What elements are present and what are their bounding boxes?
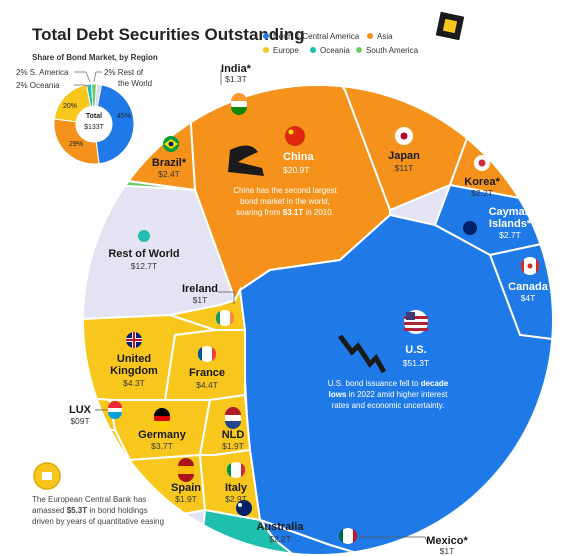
donut-label-20: 20% bbox=[63, 103, 77, 110]
lux-value: $09T bbox=[70, 416, 89, 426]
france-value: $4.4T bbox=[196, 380, 218, 390]
india-value: $1.3T bbox=[225, 74, 247, 84]
us-note-line3: rates and economic uncertainty. bbox=[332, 401, 445, 410]
voronoi-cells bbox=[83, 85, 553, 555]
lux-flag-icon bbox=[108, 401, 122, 419]
globe-icon bbox=[138, 230, 150, 242]
legend-swatch-sa bbox=[356, 47, 362, 53]
us-note-line1: U.S. bond issuance fell to decade bbox=[328, 379, 449, 388]
china-note-line1: China has the second largest bbox=[233, 186, 337, 195]
legend-na: North & Central America bbox=[273, 32, 360, 41]
australia-name: Australia bbox=[256, 521, 304, 533]
japan-name: Japan bbox=[388, 150, 420, 162]
cayman-name-line1: Cayman bbox=[489, 206, 532, 218]
donut-label-45: 45% bbox=[117, 113, 131, 120]
legend-swatch-eu bbox=[263, 47, 269, 53]
legend-asia: Asia bbox=[377, 32, 393, 41]
india-name: India* bbox=[221, 63, 252, 75]
down-arrow-icon bbox=[338, 334, 387, 374]
australia-value: $2.2T bbox=[269, 534, 291, 544]
ireland-name: Ireland bbox=[182, 283, 218, 295]
legend: North & Central America Asia Europe Ocea… bbox=[263, 32, 419, 55]
ecb-coin-icon bbox=[33, 462, 61, 490]
us-note-line2: lows in 2022 amid higher interest bbox=[329, 390, 449, 399]
mexico-name: Mexico* bbox=[426, 535, 468, 547]
donut-label-29: 29% bbox=[69, 141, 83, 148]
lux-name: LUX bbox=[69, 404, 92, 416]
korea-flag-icon bbox=[474, 155, 490, 171]
france-flag-icon bbox=[197, 346, 217, 362]
chart-title: Total Debt Securities Outstanding bbox=[32, 25, 305, 44]
brazil-value: $2.4T bbox=[158, 169, 180, 179]
cayman-name-line2: Islands* bbox=[489, 218, 532, 230]
canada-flag-icon bbox=[520, 257, 540, 275]
brazil-name: Brazil* bbox=[152, 157, 187, 169]
china-value: $20.9T bbox=[283, 165, 309, 175]
canada-value: $4T bbox=[521, 293, 536, 303]
uk-flag-icon bbox=[126, 332, 142, 348]
us-flag-icon bbox=[404, 310, 428, 334]
dragon-icon bbox=[228, 145, 264, 176]
donut-total-value: $133T bbox=[84, 124, 105, 131]
donut-hole bbox=[76, 106, 112, 142]
uk-name-line2: Kingdom bbox=[110, 365, 158, 377]
italy-flag-icon bbox=[226, 462, 246, 478]
spain-value: $1.9T bbox=[175, 494, 197, 504]
ecb-note-line3: driven by years of quantitative easing bbox=[32, 517, 164, 526]
nld-name: NLD bbox=[222, 429, 245, 441]
ireland-flag-icon bbox=[215, 310, 235, 326]
uk-value: $4.3T bbox=[123, 378, 145, 388]
legend-swatch-na bbox=[263, 33, 269, 39]
nld-value: $1.9T bbox=[222, 441, 244, 451]
china-flag-icon bbox=[285, 126, 305, 146]
nld-flag-icon bbox=[225, 407, 241, 429]
italy-name: Italy bbox=[225, 482, 248, 494]
donut-callout-sa: 2% S. America bbox=[16, 68, 69, 77]
us-value: $51.3T bbox=[403, 358, 429, 368]
italy-value: $2.9T bbox=[225, 494, 247, 504]
china-note-line2: bond market in the world, bbox=[240, 197, 330, 206]
rest-of-world-name: Rest of World bbox=[108, 248, 179, 260]
australia-flag-icon bbox=[236, 500, 252, 516]
japan-flag-icon bbox=[395, 127, 413, 145]
ecb-note-line1: The European Central Bank has bbox=[32, 495, 146, 504]
donut-callout-row2: the World bbox=[118, 79, 152, 88]
germany-value: $3.7T bbox=[151, 441, 173, 451]
korea-value: $2.2T bbox=[471, 188, 493, 198]
cayman-value: $2.7T bbox=[499, 230, 521, 240]
canada-name: Canada bbox=[508, 281, 549, 293]
china-note-line3: soaring from $3.1T in 2010. bbox=[236, 208, 334, 217]
mexico-value: $1T bbox=[440, 546, 455, 556]
rest-of-world-value: $12.7T bbox=[131, 261, 157, 271]
mexico-flag-icon bbox=[338, 528, 358, 544]
legend-swatch-oc bbox=[310, 47, 316, 53]
brazil-flag-icon bbox=[163, 136, 179, 152]
ireland-value: $1T bbox=[193, 295, 208, 305]
donut-callout-row1: 2% Rest of bbox=[104, 68, 144, 77]
ecb-note-line2: amassed $5.3T in bond holdings bbox=[32, 506, 148, 515]
india-flag-icon bbox=[231, 93, 247, 115]
legend-oc: Oceania bbox=[320, 46, 350, 55]
legend-eu: Europe bbox=[273, 46, 299, 55]
spain-name: Spain bbox=[171, 482, 201, 494]
france-name: France bbox=[189, 367, 225, 379]
legend-sa: South America bbox=[366, 46, 419, 55]
spain-flag-icon bbox=[178, 458, 194, 482]
donut-total-label: Total bbox=[86, 113, 102, 120]
donut-callout-oc: 2% Oceania bbox=[16, 81, 60, 90]
korea-name: Korea* bbox=[464, 176, 500, 188]
china-name: China bbox=[283, 151, 314, 163]
germany-name: Germany bbox=[138, 429, 187, 441]
chart-subtitle: Share of Bond Market, by Region bbox=[32, 53, 158, 62]
legend-swatch-asia bbox=[367, 33, 373, 39]
region-donut bbox=[53, 83, 135, 165]
cayman-flag-icon bbox=[463, 221, 477, 235]
uk-name-line1: United bbox=[117, 353, 151, 365]
japan-value: $11T bbox=[395, 163, 414, 173]
us-name: U.S. bbox=[405, 344, 426, 356]
germany-flag-icon bbox=[154, 408, 170, 429]
publisher-logo bbox=[435, 11, 465, 41]
